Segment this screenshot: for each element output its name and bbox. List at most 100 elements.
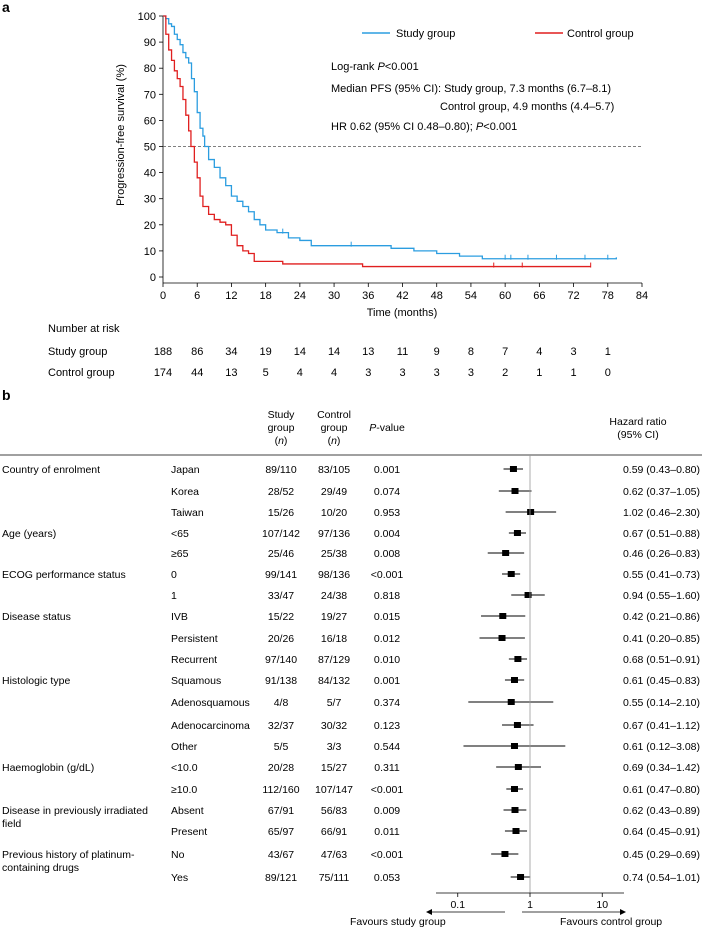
forest-row: ≥65 25/46 25/38 0.008 0.46 (0.26–0.83) [171,548,700,560]
row-study-count: 107/142 [262,528,300,540]
row-control-count: 5/7 [327,697,342,709]
row-control-count: 24/38 [321,590,347,602]
hr-marker [514,764,522,770]
km-x-tick-label: 54 [465,290,477,302]
row-subgroup: Present [171,826,207,838]
row-category-line2: containing drugs [2,862,79,874]
row-hr-text: 0.55 (0.41–0.73) [623,569,700,581]
row-subgroup: Absent [171,805,204,817]
row-category: Disease in previously irradiated [2,805,148,817]
risk-value: 0 [605,367,611,379]
row-control-count: 83/105 [318,464,350,476]
row-study-count: 43/67 [268,849,294,861]
forest-row: 1 33/47 24/38 0.818 0.94 (0.55–1.60) [171,590,700,602]
row-study-count: 67/91 [268,805,294,817]
hr-marker [524,592,532,598]
hr-marker [509,466,517,472]
row-pvalue: 0.123 [374,720,400,732]
km-axes: 0 10 20 30 40 50 60 70 80 90 100 0 6 12 18 24 30 36 42 48 54… [138,11,648,302]
row-pvalue: 0.953 [374,507,400,519]
row-control-count: 15/27 [321,762,347,774]
row-subgroup: Adenosquamous [171,697,250,709]
hr-marker [511,488,519,494]
row-pvalue: 0.010 [374,654,400,666]
header-hr-l1: Hazard ratio [609,416,666,428]
km-x-tick-label: 18 [260,290,272,302]
row-pvalue: 0.001 [374,675,400,687]
hr-marker [510,677,518,683]
row-category: Previous history of platinum- [2,849,135,861]
row-hr-text: 0.62 (0.37–1.05) [623,486,700,498]
header-control-l3: (n) [328,435,341,447]
row-study-count: 65/97 [268,826,294,838]
header-pvalue: P-value [369,422,405,434]
km-x-tick-label: 42 [396,290,408,302]
row-subgroup: 0 [171,569,177,581]
row-pvalue: 0.008 [374,548,400,560]
km-y-tick-label: 60 [144,115,156,127]
risk-value: 4 [536,346,542,358]
km-y-tick-label: 20 [144,220,156,232]
header-study-l3: (n) [275,435,288,447]
hr-marker [510,743,518,749]
row-control-count: 87/129 [318,654,350,666]
row-pvalue: 0.053 [374,872,400,884]
km-y-tick-label: 70 [144,89,156,101]
header-study-l1: Study [268,409,296,421]
risk-value: 3 [365,367,371,379]
km-y-tick-label: 0 [150,272,156,284]
row-study-count: 5/5 [274,741,289,753]
row-subgroup: Persistent [171,633,218,645]
row-subgroup: Yes [171,872,188,884]
row-hr-text: 0.46 (0.26–0.83) [623,548,700,560]
row-hr-text: 0.45 (0.29–0.69) [623,849,700,861]
hr-marker [512,828,520,834]
forest-row: Persistent 20/26 16/18 0.012 0.41 (0.20–0.85… [171,633,700,645]
row-study-count: 91/138 [265,675,297,687]
risk-value: 4 [331,367,337,379]
row-control-count: 3/3 [327,741,342,753]
row-study-count: 15/22 [268,611,294,623]
risk-value: 1 [571,367,577,379]
row-pvalue: 0.001 [374,464,400,476]
risk-value: 44 [191,367,203,379]
row-study-count: 15/26 [268,507,294,519]
km-curves [163,15,617,268]
row-pvalue: 0.011 [374,826,400,838]
risk-value: 8 [468,346,474,358]
annotation-logrank: Log-rank P<0.001 [331,61,419,73]
km-y-tick-label: 30 [144,194,156,206]
risk-value: 11 [397,346,408,358]
row-pvalue: 0.074 [374,486,400,498]
header-study-l2: group [268,422,295,434]
row-category: Age (years) [2,528,56,540]
row-study-count: 33/47 [268,590,294,602]
forest-row: Present 65/97 66/91 0.011 0.64 (0.45–0.91) [171,826,700,838]
row-control-count: 107/147 [315,784,353,796]
row-subgroup: ≥65 [171,548,189,560]
row-hr-text: 1.02 (0.46–2.30) [623,507,700,519]
row-hr-text: 0.94 (0.55–1.60) [623,590,700,602]
risk-value: 14 [294,346,306,358]
row-category: Histologic type [2,675,70,687]
row-hr-text: 0.62 (0.43–0.89) [623,805,700,817]
row-subgroup: No [171,849,185,861]
row-hr-text: 0.61 (0.47–0.80) [623,784,700,796]
row-pvalue: 0.012 [374,633,400,645]
forest-row: Histologic type Squamous 91/138 84/132 0.001… [2,675,700,687]
risk-value: 188 [154,346,172,358]
forest-row: Age (years) <65 107/142 97/136 0.004 0.67 (0.… [2,528,700,540]
row-pvalue: <0.001 [371,569,404,581]
forest-rows: Country of enrolment Japan 89/110 83/105 0.0… [2,464,700,884]
risk-table-title: Number at risk [48,323,120,335]
row-study-count: 25/46 [268,548,294,560]
hr-marker [511,807,519,813]
row-study-count: 89/110 [265,464,296,476]
row-study-count: 4/8 [274,697,289,709]
forest-row: Adenocarcinoma 32/37 30/32 0.123 0.67 (0.41–… [171,720,700,732]
risk-row-control-label: Control group [48,367,115,379]
row-subgroup: Squamous [171,675,221,687]
risk-value: 1 [536,367,542,379]
km-y-tick-label: 100 [138,11,156,23]
